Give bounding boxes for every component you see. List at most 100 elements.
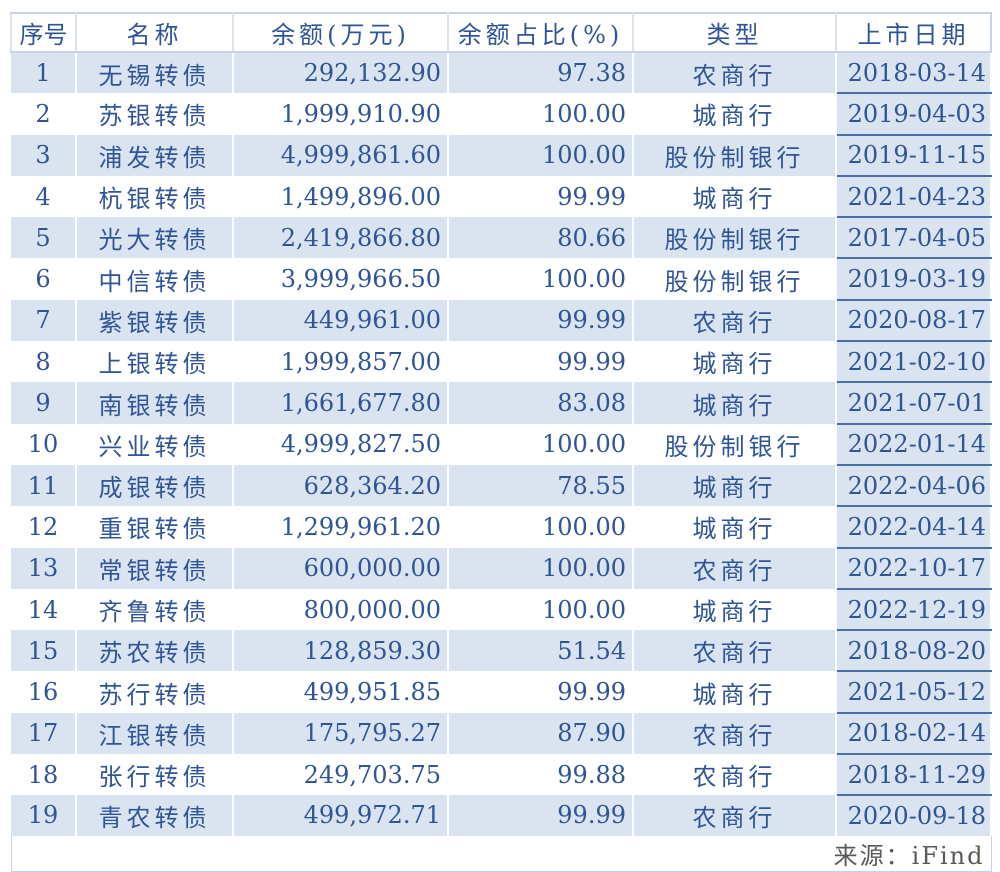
listing-date: 2021-04-23 [836,175,992,219]
balance: 2,419,866.80 [233,217,449,259]
balance-ratio: 80.66 [448,217,634,259]
table-row: 15 苏农转债 128,859.30 51.54 农商行 2018-08-20 [11,630,992,673]
bank-type: 股份制银行 [633,134,837,176]
table-row: 14 齐鲁转债 800,000.00 100.00 城商行 2022-12-19 [11,588,992,632]
listing-date: 2021-02-10 [836,341,992,384]
row-index: 10 [11,423,77,465]
balance-ratio: 99.99 [448,175,634,218]
bank-type: 农商行 [633,299,837,342]
table-row: 11 成银转债 628,364.20 78.55 城商行 2022-04-06 [11,464,992,508]
balance-ratio: 83.08 [448,382,634,424]
table-row: 18 张行转债 249,703.75 99.88 农商行 2018-11-29 [11,754,992,797]
balance-ratio: 100.00 [448,93,634,135]
table-row: 1 无锡转债 292,132.90 97.38 农商行 2018-03-14 [11,52,992,95]
balance: 499,951.85 [233,671,449,713]
balance: 1,999,910.90 [233,93,449,135]
table-row: 8 上银转债 1,999,857.00 99.99 城商行 2021-02-10 [11,341,992,384]
table-row: 4 杭银转债 1,499,896.00 99.99 城商行 2021-04-23 [11,175,992,219]
header-row: 序号 名称 余额(万元) 余额占比(%) 类型 上市日期 [10,12,992,53]
listing-date: 2021-05-12 [836,671,992,714]
balance: 800,000.00 [233,588,449,631]
row-index: 8 [11,341,77,383]
row-index: 17 [11,712,77,755]
balance: 449,961.00 [233,299,449,342]
balance-ratio: 51.54 [448,630,634,672]
bank-type: 城商行 [633,588,837,631]
balance: 175,795.27 [233,712,449,755]
row-index: 4 [11,175,77,218]
table-row: 3 浦发转债 4,999,861.60 100.00 股份制银行 2019-11-15 [11,134,992,177]
row-index: 12 [11,506,77,548]
balance-ratio: 99.99 [448,341,634,383]
balance: 628,364.20 [233,464,449,507]
bond-name: 无锡转债 [76,52,234,94]
header-listing-date: 上市日期 [836,12,992,53]
balance: 128,859.30 [233,630,449,672]
bond-name: 苏农转债 [76,630,234,672]
balance-ratio: 99.99 [448,795,634,836]
balance-ratio: 78.55 [448,464,634,507]
balance-ratio: 100.00 [448,506,634,548]
balance-ratio: 100.00 [448,423,634,465]
table-row: 13 常银转债 600,000.00 100.00 农商行 2022-10-17 [11,547,992,590]
table-row: 7 紫银转债 449,961.00 99.99 农商行 2020-08-17 [11,299,992,343]
bank-type: 农商行 [633,630,837,672]
bank-type: 农商行 [633,712,837,755]
bond-name: 光大转债 [76,217,234,259]
bank-type: 农商行 [633,754,837,796]
listing-date: 2022-12-19 [836,588,992,632]
row-index: 3 [11,134,77,176]
listing-date: 2019-11-15 [836,134,992,177]
listing-date: 2020-08-17 [836,299,992,343]
bank-type: 城商行 [633,671,837,713]
bond-name: 上银转债 [76,341,234,383]
table-row: 9 南银转债 1,661,677.80 83.08 城商行 2021-07-01 [11,382,992,425]
balance: 4,999,861.60 [233,134,449,176]
bank-type: 城商行 [633,93,837,135]
row-index: 2 [11,93,77,135]
row-index: 14 [11,588,77,631]
balance-ratio: 100.00 [448,547,634,589]
listing-date: 2020-09-18 [836,795,992,836]
listing-date: 2021-07-01 [836,382,992,425]
balance-ratio: 99.99 [448,299,634,342]
balance: 1,999,857.00 [233,341,449,383]
bond-name: 紫银转债 [76,299,234,342]
header-type: 类型 [633,12,837,53]
bond-name: 苏行转债 [76,671,234,713]
bank-type: 股份制银行 [633,258,837,300]
bank-type: 城商行 [633,382,837,424]
balance: 1,499,896.00 [233,175,449,218]
bank-type: 农商行 [633,547,837,589]
balance-ratio: 99.99 [448,671,634,713]
row-index: 7 [11,299,77,342]
convertible-bond-table: 序号 名称 余额(万元) 余额占比(%) 类型 上市日期 1 无锡转债 292,13… [10,12,992,872]
balance-ratio: 100.00 [448,588,634,631]
bond-name: 浦发转债 [76,134,234,176]
listing-date: 2018-02-14 [836,712,992,756]
row-index: 16 [11,671,77,713]
bond-name: 张行转债 [76,754,234,796]
balance-ratio: 100.00 [448,258,634,300]
bank-type: 农商行 [633,795,837,836]
balance: 249,703.75 [233,754,449,796]
row-index: 5 [11,217,77,259]
bank-type: 股份制银行 [633,217,837,259]
row-index: 15 [11,630,77,672]
bank-type: 城商行 [633,464,837,507]
bond-name: 常银转债 [76,547,234,589]
bond-name: 重银转债 [76,506,234,548]
bond-name: 杭银转债 [76,175,234,218]
bond-name: 江银转债 [76,712,234,755]
bond-name: 南银转债 [76,382,234,424]
balance: 1,661,677.80 [233,382,449,424]
header-name: 名称 [76,12,234,53]
table-row: 5 光大转债 2,419,866.80 80.66 股份制银行 2017-04-05 [11,217,992,260]
bond-name: 青农转债 [76,795,234,836]
balance: 1,299,961.20 [233,506,449,548]
bond-name: 成银转债 [76,464,234,507]
listing-date: 2018-03-14 [836,52,992,95]
table-row: 17 江银转债 175,795.27 87.90 农商行 2018-02-14 [11,712,992,756]
header-balance-ratio: 余额占比(%) [448,12,634,53]
bank-type: 股份制银行 [633,423,837,465]
